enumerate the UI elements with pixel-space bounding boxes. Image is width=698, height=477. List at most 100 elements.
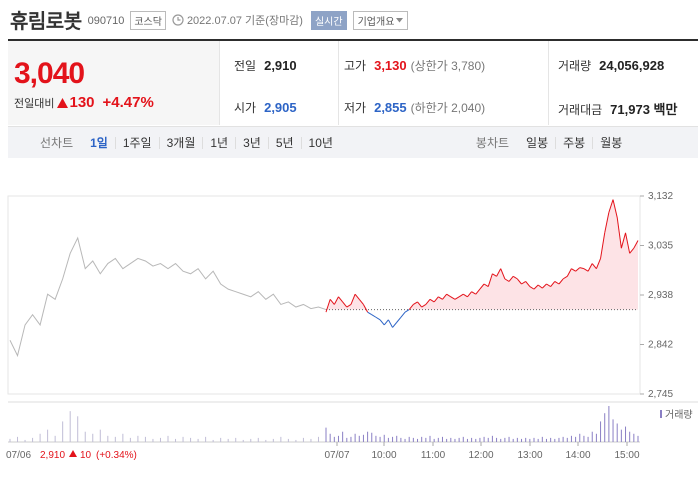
price-segment [367, 311, 373, 316]
amount-value: 71,973 백만 [610, 102, 678, 117]
price-segment [408, 304, 414, 310]
tab-3y[interactable]: 3년 [235, 136, 268, 149]
tab-1w[interactable]: 1주일 [114, 136, 159, 149]
price-segment [383, 319, 389, 326]
column-divider [548, 41, 549, 125]
quote-panel: 3,040 전일대비 130 +4.47% 전일 2,910 시가 2,905 … [8, 39, 698, 125]
price-segment [342, 301, 348, 308]
price-segment [379, 319, 385, 326]
price-segment [396, 316, 402, 323]
chart-tabs-bar: 선차트 1일 1주일 3개월 1년 3년 5년 10년 봉차트 일봉 주봉 월봉 [8, 126, 698, 158]
price-segment [487, 273, 493, 287]
price-segment [595, 258, 602, 269]
price-segment [500, 268, 506, 280]
price-segment [400, 311, 406, 318]
x-tick-label: 13:00 [517, 450, 542, 461]
upper-limit: (상한가 3,780) [410, 59, 486, 73]
price-segment [483, 283, 489, 287]
price-segment [512, 275, 518, 280]
realtime-button[interactable]: 실시간 [310, 10, 347, 30]
open-stat: 시가 2,905 [234, 99, 297, 116]
y-tick-label: 3,132 [648, 191, 673, 202]
price-segment [404, 309, 410, 313]
price-segment [442, 293, 448, 300]
price-segment [475, 288, 481, 295]
price-chart[interactable]: 3,132 3,035 2,938 2,842 2,745 거래량 07/07 10:00… [0, 160, 698, 472]
price-segment [471, 291, 477, 295]
x-tick-label: 07/07 [324, 450, 349, 461]
price-segment [429, 298, 435, 303]
tab-10y[interactable]: 10년 [300, 136, 340, 149]
price-segment [504, 278, 510, 282]
open-label: 시가 [234, 101, 257, 115]
x-tick-label: 12:00 [468, 450, 493, 461]
amount-label: 거래대금 [558, 103, 603, 117]
volume-label: 거래량 [558, 59, 592, 73]
price-segment [438, 296, 443, 300]
price-segment [616, 217, 622, 249]
price-segment [612, 199, 618, 218]
price-box: 3,040 전일대비 130 +4.47% [8, 41, 220, 125]
volume-legend-label: 거래량 [665, 409, 693, 421]
price-segment [533, 284, 539, 290]
tab-daily[interactable]: 일봉 [526, 135, 549, 150]
y-tick-label: 3,035 [648, 241, 673, 252]
price-segment [625, 232, 631, 254]
price-segment [575, 267, 581, 272]
line-chart-label: 선차트 [40, 136, 74, 150]
company-overview-button[interactable]: 기업개요 [352, 10, 409, 30]
market-badge: 코스닥 [130, 10, 166, 30]
tab-monthly[interactable]: 월봉 [592, 136, 629, 149]
price-segment [450, 296, 456, 300]
tab-1d[interactable]: 1일 [90, 135, 108, 150]
low-value: 2,855 [374, 100, 407, 115]
price-segment [417, 301, 423, 308]
chevron-down-icon [396, 17, 404, 22]
price-segment [363, 304, 369, 313]
change-value: 130 [69, 94, 95, 111]
price-segment [413, 301, 418, 305]
x-tick-label: 15:00 [614, 450, 639, 461]
price-segment [583, 268, 589, 272]
prev-day-change: 10 [80, 450, 92, 461]
price-segment [338, 296, 344, 303]
stock-name: 휴림로봇 [10, 10, 82, 33]
tab-5y[interactable]: 5년 [267, 136, 301, 149]
x-tick-label: 14:00 [565, 450, 590, 461]
price-segment [620, 232, 627, 249]
price-segment [600, 232, 606, 259]
price-segment [350, 294, 356, 305]
tab-3m[interactable]: 3개월 [158, 136, 203, 149]
price-segment [537, 284, 543, 289]
price-segment [554, 281, 560, 285]
tab-weekly[interactable]: 주봉 [555, 136, 592, 149]
prev-day-up-icon [69, 450, 77, 457]
current-price: 3,040 [14, 57, 85, 90]
low-label: 저가 [344, 101, 367, 115]
price-segment [541, 283, 547, 289]
price-segment [521, 281, 526, 285]
tab-1y[interactable]: 1년 [202, 136, 235, 149]
price-segment [508, 276, 514, 282]
volume-stat: 거래량 24,056,928 [558, 57, 664, 74]
price-segment [354, 293, 360, 300]
high-value: 3,130 [374, 58, 407, 73]
up-triangle-icon [57, 97, 69, 108]
amount-stat: 거래대금 71,973 백만 [558, 99, 677, 118]
y-tick-label: 2,745 [648, 389, 673, 400]
overview-label: 기업개요 [357, 16, 395, 28]
price-segment [516, 278, 522, 285]
price-segment [371, 314, 377, 318]
price-chart-svg: 3,132 3,035 2,938 2,842 2,745 거래량 07/07 10:00… [6, 191, 698, 461]
change-label: 전일대비 [14, 97, 55, 110]
price-segment [579, 267, 585, 270]
y-tick-label: 2,938 [648, 290, 673, 301]
price-segment [629, 247, 635, 254]
high-label: 고가 [344, 59, 367, 73]
price-segment [387, 319, 393, 328]
up-area-fill [326, 199, 638, 310]
change-percent: +4.47% [102, 94, 154, 111]
price-segment [463, 293, 468, 298]
price-segment [454, 296, 460, 300]
price-segment [375, 316, 381, 321]
